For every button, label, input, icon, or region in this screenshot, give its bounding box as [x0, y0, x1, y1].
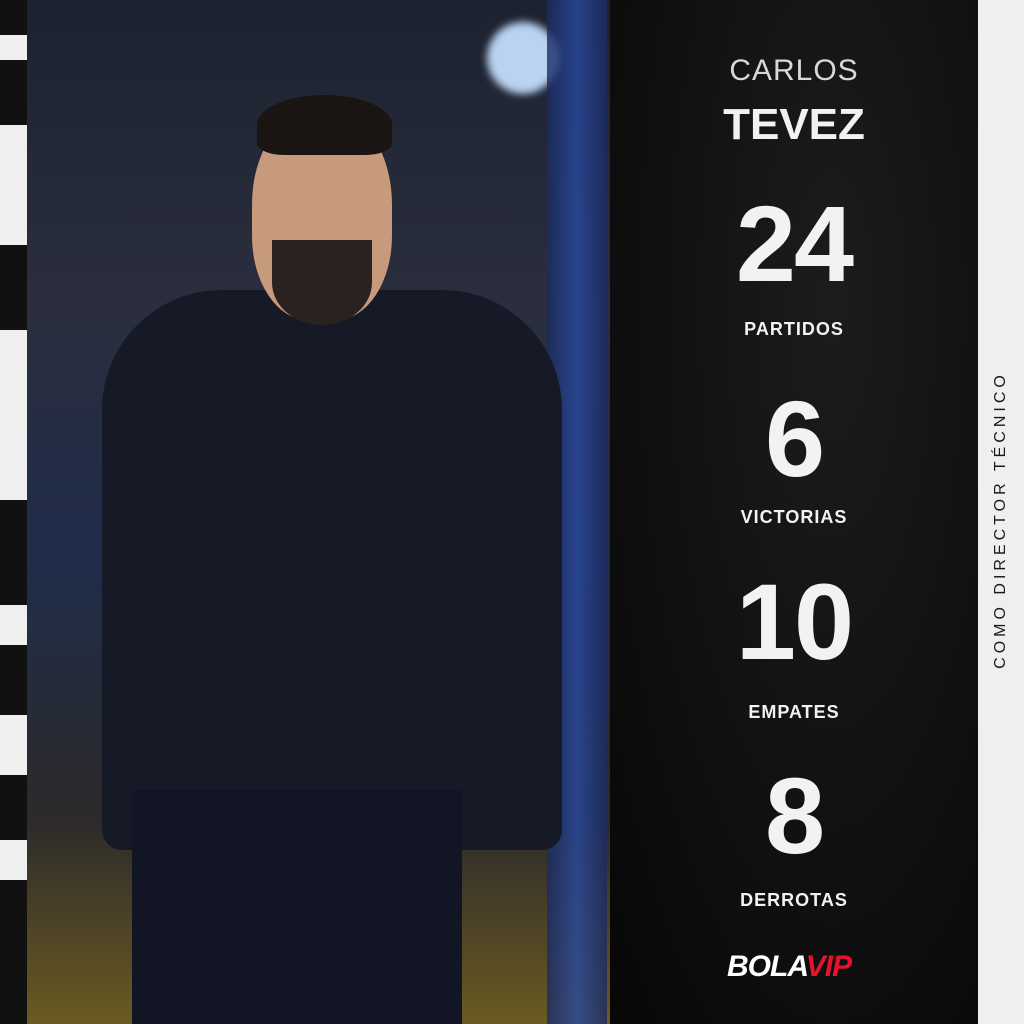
stat-label-matches: PARTIDOS [744, 319, 844, 339]
stat-value-losses: 8 [764, 755, 825, 876]
right-strip [978, 0, 1024, 1024]
logo-part-1: BOLA [727, 950, 807, 983]
stat-label-losses: DERROTAS [740, 890, 848, 910]
logo-part-2: VIP [805, 950, 852, 983]
stat-value-wins: 6 [764, 378, 825, 499]
coach-photo [27, 0, 610, 1024]
stat-label-wins: VICTORIAS [740, 507, 848, 527]
stats-panel: CARLOS TEVEZ 24 PARTIDOS 6 VICTORIAS 10 … [610, 0, 978, 1024]
stat-value-matches: 24 [735, 183, 854, 304]
first-name: CARLOS [729, 54, 859, 87]
bolavip-logo: BOLAVIP [727, 950, 852, 984]
decorative-left-strip [0, 0, 27, 1024]
side-caption: COMO DIRECTOR TÉCNICO [992, 371, 1009, 669]
last-name: TEVEZ [723, 100, 865, 149]
stat-label-draws: EMPATES [748, 702, 840, 722]
stat-value-draws: 10 [735, 561, 854, 682]
